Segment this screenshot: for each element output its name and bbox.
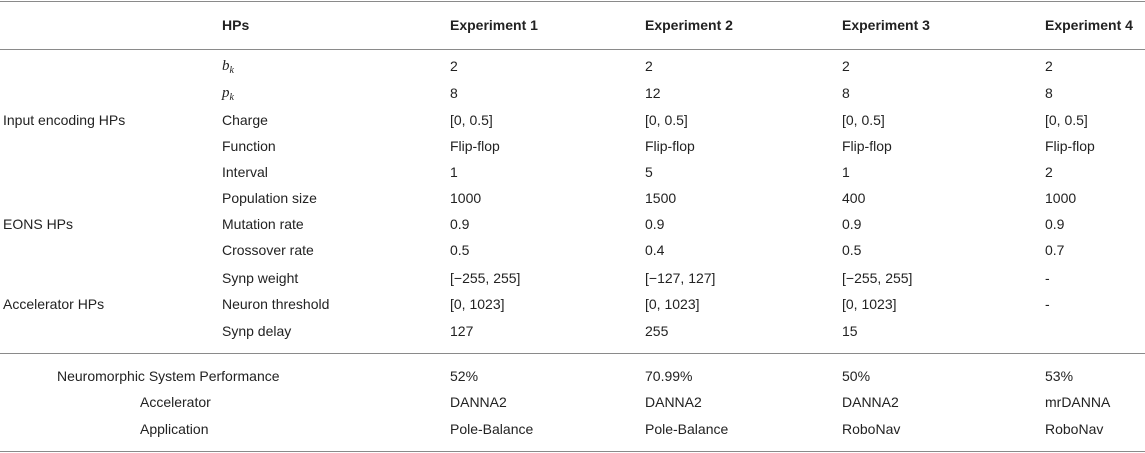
header-experiment-1: Experiment 1 bbox=[450, 17, 538, 33]
table-cell: 8 bbox=[842, 85, 850, 101]
header-experiment-3: Experiment 3 bbox=[842, 17, 930, 33]
summary-cell: DANNA2 bbox=[450, 394, 507, 410]
hp-name: Function bbox=[222, 138, 276, 154]
hp-name: Interval bbox=[222, 164, 268, 180]
table-cell: 2 bbox=[1045, 58, 1053, 74]
summary-cell: 50% bbox=[842, 368, 871, 384]
table-cell: Flip-flop bbox=[645, 138, 695, 154]
table-cell: 12 bbox=[645, 85, 661, 101]
table-cell: 2 bbox=[842, 58, 850, 74]
hp-name: Population size bbox=[222, 190, 317, 206]
table-cell: [0, 1023] bbox=[842, 296, 897, 312]
group-label: Accelerator HPs bbox=[3, 296, 105, 312]
hp-name: Crossover rate bbox=[222, 242, 314, 258]
table-cell: [0, 0.5] bbox=[1045, 112, 1088, 128]
bottom-rule bbox=[0, 451, 1145, 452]
table-cell: [0, 1023] bbox=[450, 296, 505, 312]
summary-cell: DANNA2 bbox=[645, 394, 702, 410]
group-label: Input encoding HPs bbox=[3, 112, 126, 128]
table-cell: 0.9 bbox=[645, 216, 665, 232]
table-cell: 1000 bbox=[1045, 190, 1077, 206]
summary-cell: Pole-Balance bbox=[450, 421, 534, 437]
table-cell: 8 bbox=[1045, 85, 1053, 101]
table-cell: 1 bbox=[450, 164, 458, 180]
table-cell: [0, 0.5] bbox=[645, 112, 688, 128]
table-cell: - bbox=[1045, 296, 1050, 312]
table-cell: [0, 0.5] bbox=[450, 112, 493, 128]
table-cell: [−255, 255] bbox=[450, 270, 521, 286]
table-cell: [0, 0.5] bbox=[842, 112, 885, 128]
table-cell: 0.7 bbox=[1045, 242, 1065, 258]
table-cell: 0.9 bbox=[1045, 216, 1065, 232]
table-cell: [−127, 127] bbox=[645, 270, 716, 286]
table-cell: 8 bbox=[450, 85, 458, 101]
summary-cell: 53% bbox=[1045, 368, 1074, 384]
summary-cell: mrDANNA bbox=[1045, 394, 1111, 410]
summary-cell: RoboNav bbox=[842, 421, 901, 437]
hp-name: Synp weight bbox=[222, 270, 299, 286]
header-experiment-4: Experiment 4 bbox=[1045, 17, 1133, 33]
summary-label: Neuromorphic System Performance bbox=[57, 368, 280, 384]
table-cell: 1000 bbox=[450, 190, 482, 206]
table-cell: 0.9 bbox=[842, 216, 862, 232]
summary-cell: Pole-Balance bbox=[645, 421, 729, 437]
table-cell: 15 bbox=[842, 323, 858, 339]
table-cell: 0.5 bbox=[450, 242, 470, 258]
table-cell: 0.5 bbox=[842, 242, 862, 258]
summary-cell: RoboNav bbox=[1045, 421, 1104, 437]
summary-cell: 70.99% bbox=[645, 368, 693, 384]
table-cell: 255 bbox=[645, 323, 669, 339]
summary-cell: DANNA2 bbox=[842, 394, 899, 410]
header-rule bbox=[0, 49, 1145, 50]
hp-name: Neuron threshold bbox=[222, 296, 330, 312]
header-hps: HPs bbox=[222, 17, 250, 33]
table-cell: - bbox=[1045, 270, 1050, 286]
group-label: EONS HPs bbox=[3, 216, 74, 232]
header-experiment-2: Experiment 2 bbox=[645, 17, 733, 33]
table-cell: 2 bbox=[450, 58, 458, 74]
table-cell: 1 bbox=[842, 164, 850, 180]
summary-rule bbox=[0, 353, 1145, 354]
summary-cell: 52% bbox=[450, 368, 479, 384]
hp-name: pk bbox=[222, 85, 234, 103]
table-cell: 0.4 bbox=[645, 242, 665, 258]
table-cell: 400 bbox=[842, 190, 866, 206]
table-cell: Flip-flop bbox=[842, 138, 892, 154]
table-cell: 2 bbox=[645, 58, 653, 74]
table-cell: 127 bbox=[450, 323, 474, 339]
hp-name: Mutation rate bbox=[222, 216, 304, 232]
top-rule bbox=[0, 1, 1145, 2]
table-cell: Flip-flop bbox=[450, 138, 500, 154]
table-cell: Flip-flop bbox=[1045, 138, 1095, 154]
summary-label: Application bbox=[140, 421, 209, 437]
table-cell: 5 bbox=[645, 164, 653, 180]
hp-name: Charge bbox=[222, 112, 268, 128]
table-cell: [0, 1023] bbox=[645, 296, 700, 312]
hp-name: bk bbox=[222, 58, 234, 76]
table-cell: [−255, 255] bbox=[842, 270, 913, 286]
summary-label: Accelerator bbox=[140, 394, 211, 410]
table-cell: 0.9 bbox=[450, 216, 470, 232]
table-cell: 1500 bbox=[645, 190, 677, 206]
table-cell: 2 bbox=[1045, 164, 1053, 180]
hp-name: Synp delay bbox=[222, 323, 292, 339]
